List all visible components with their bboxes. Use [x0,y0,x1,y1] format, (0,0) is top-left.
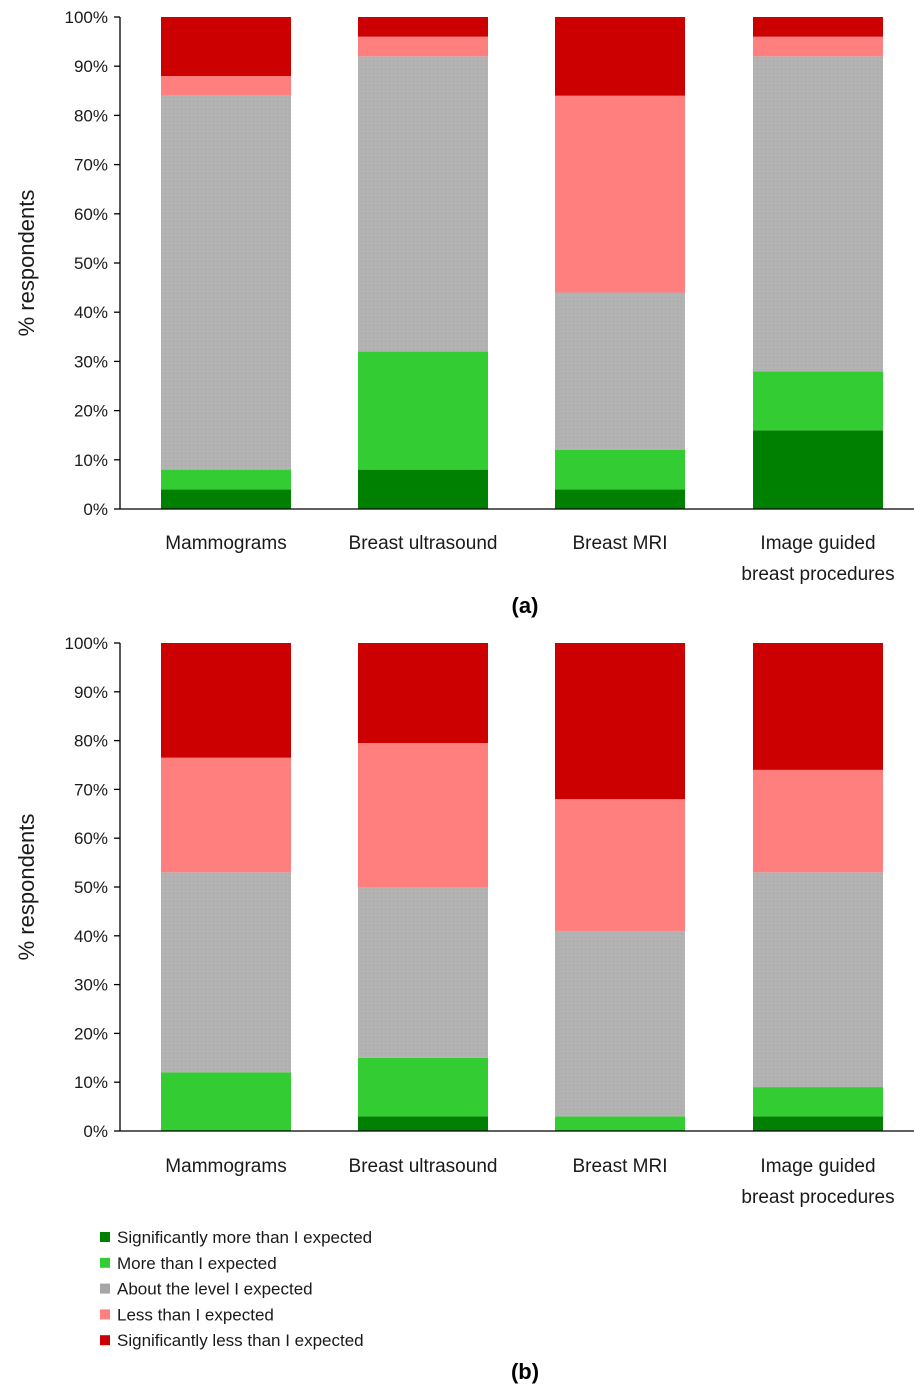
y-tick-label: 80% [74,732,108,751]
bar-segment-about-the-level-i-expected [161,95,291,470]
bar-segment-about-the-level-i-expected [555,930,685,1117]
y-tick-label: 30% [74,352,108,371]
bar-segment-about-the-level-i-expected [753,56,883,372]
y-tick-label: 50% [74,878,108,897]
y-tick-label: 40% [74,303,108,322]
legend-swatch-more-than-i-expected [100,1257,110,1268]
x-tick-label: breast procedures [741,564,894,585]
bar-segment-about-the-level-i-expected [358,56,488,352]
bar-segment-significantly-less-than-i-expected [161,643,291,758]
bar-segment-less-than-i-expected [358,36,488,57]
y-tick-label: 50% [74,254,108,273]
bar-segment-less-than-i-expected [753,36,883,57]
legend-label: Significantly more than I expected [117,1228,372,1247]
legend: Significantly more than I expected More t… [100,1228,372,1350]
bar-segment-more-than-i-expected [753,371,883,431]
y-tick-label: 20% [74,402,108,421]
x-tick-label: breast procedures [741,1187,894,1208]
bar-segment-more-than-i-expected [555,1116,685,1131]
bar-segment-significantly-less-than-i-expected [358,643,488,744]
bar-segment-significantly-more-than-i-expected [753,430,883,509]
bar-segment-more-than-i-expected [753,1087,883,1117]
x-tick-label: Mammograms [165,1156,286,1177]
panel-label: (a) [512,593,539,618]
y-tick-label: 100% [65,8,108,27]
bar-segment-significantly-more-than-i-expected [555,489,685,509]
x-tick-label: Breast MRI [572,1156,667,1177]
y-tick-label: 10% [74,451,108,470]
y-tick-label: 0% [83,1122,108,1141]
bar-segment-less-than-i-expected [161,76,291,96]
legend-label: About the level I expected [117,1280,313,1299]
y-tick-label: 30% [74,976,108,995]
y-tick-label: 90% [74,683,108,702]
y-tick-label: 60% [74,205,108,224]
y-tick-label: 80% [74,106,108,125]
y-tick-label: 90% [74,57,108,76]
bar-segment-significantly-less-than-i-expected [555,17,685,96]
bar-segment-significantly-more-than-i-expected [358,1116,488,1131]
bar-segment-about-the-level-i-expected [753,872,883,1088]
chart-panel-b: 0% 10% 20% 30% 40% 50% 60% 70% 80% 90% 100% % respo… [14,634,914,1384]
y-tick-label: 100% [65,634,108,653]
legend-swatch-about-the-level-i-expected [100,1283,110,1294]
legend-swatch-significantly-more-than-i-expected [100,1232,110,1242]
legend-swatch-significantly-less-than-i-expected [100,1335,110,1346]
bar-segment-significantly-less-than-i-expected [555,643,685,800]
y-tick-label: 40% [74,927,108,946]
x-tick-label: Breast ultrasound [349,533,498,554]
bar-segment-significantly-less-than-i-expected [753,17,883,37]
bar-segment-more-than-i-expected [358,351,488,470]
panel-label: (b) [511,1359,539,1384]
bar-segment-about-the-level-i-expected [555,292,685,450]
y-tick-label: 0% [83,500,108,519]
bar-segment-significantly-more-than-i-expected [358,469,488,509]
legend-swatch-less-than-i-expected [100,1309,110,1320]
y-tick-label: 20% [74,1024,108,1043]
x-tick-label: Image guided [760,533,875,554]
bar-segment-significantly-more-than-i-expected [161,489,291,509]
x-tick-label: Mammograms [165,533,286,554]
y-tick-label: 60% [74,829,108,848]
bar-segment-more-than-i-expected [358,1057,488,1117]
x-tick-label: Breast MRI [572,533,667,554]
bar-segment-significantly-more-than-i-expected [753,1116,883,1131]
legend-label: Less than I expected [117,1305,274,1324]
bar-segment-less-than-i-expected [358,743,488,887]
x-tick-label: Breast ultrasound [349,1156,498,1177]
y-axis-label: % respondents [14,190,39,337]
bar-segment-more-than-i-expected [161,469,291,490]
y-tick-label: 70% [74,156,108,175]
y-axis-label: % respondents [14,814,39,961]
bar-segment-significantly-less-than-i-expected [161,17,291,77]
bar-segment-less-than-i-expected [161,757,291,873]
y-tick-label: 70% [74,780,108,799]
bar-segment-significantly-less-than-i-expected [358,17,488,37]
y-tick-label: 10% [74,1073,108,1092]
legend-label: Significantly less than I expected [117,1331,364,1350]
chart-panel-a: 0% 10% 20% 30% 40% 50% 60% 70% 80% 90% 100% % respo… [14,8,914,618]
bar-segment-significantly-less-than-i-expected [753,643,883,770]
bar-segment-about-the-level-i-expected [161,872,291,1073]
bar-segment-less-than-i-expected [555,799,685,931]
bar-segment-about-the-level-i-expected [358,887,488,1058]
x-tick-label: Image guided [760,1156,875,1177]
bar-segment-less-than-i-expected [753,769,883,873]
legend-label: More than I expected [117,1254,277,1273]
bar-segment-more-than-i-expected [555,449,685,490]
bar-segment-more-than-i-expected [161,1072,291,1131]
bar-segment-less-than-i-expected [555,95,685,293]
